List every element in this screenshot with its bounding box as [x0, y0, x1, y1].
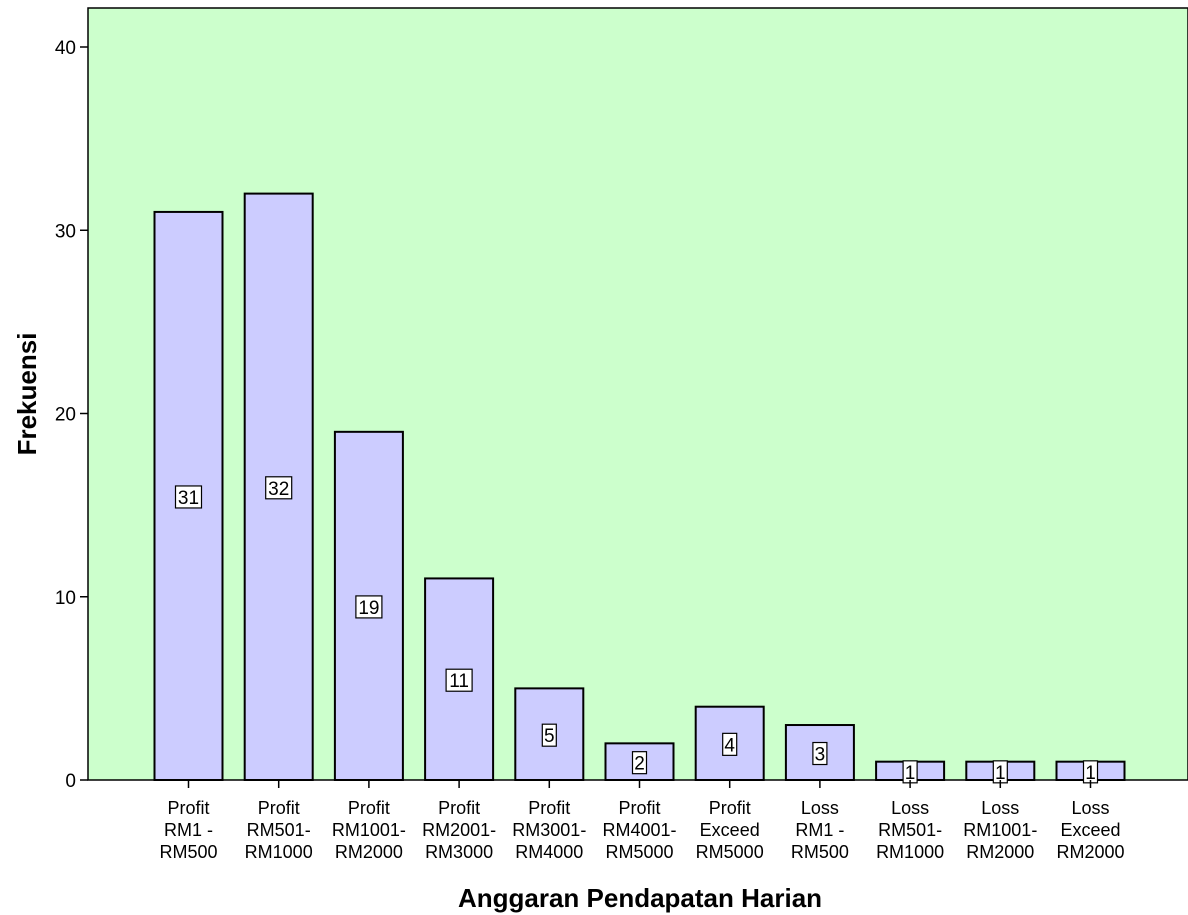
data-label: 31 [178, 488, 199, 509]
x-tick-label: RM4000 [515, 842, 583, 862]
data-label: 32 [268, 479, 289, 500]
data-label-box [722, 732, 738, 756]
x-tick-label: Loss [801, 798, 839, 818]
data-label-box [631, 751, 648, 775]
x-tick-label: RM2000 [966, 842, 1034, 862]
data-label: 1 [905, 763, 916, 784]
x-tick-label: Profit [258, 798, 300, 818]
x-tick-label: RM4001- [602, 820, 676, 840]
x-tick-label: Loss [981, 798, 1019, 818]
x-tick-label: Profit [618, 798, 660, 818]
y-tick-label: 0 [65, 771, 76, 792]
x-tick-label: RM3000 [425, 842, 493, 862]
data-label: 2 [634, 754, 645, 775]
x-tick-label: RM1000 [245, 842, 313, 862]
x-tick-label: Loss [891, 798, 929, 818]
data-label: 11 [449, 671, 469, 692]
data-label-box [812, 741, 828, 766]
x-tick-label: RM500 [159, 842, 217, 862]
x-tick-label: Loss [1071, 798, 1109, 818]
data-label: 5 [544, 726, 555, 747]
data-label: 4 [724, 735, 735, 756]
x-tick-label: RM1000 [876, 842, 944, 862]
data-label: 3 [815, 745, 826, 766]
x-tick-label: Exceed [1060, 820, 1120, 840]
data-label-box [445, 668, 473, 692]
data-label-box [355, 595, 383, 619]
x-tick-label: RM1 - [164, 820, 213, 840]
y-tick-label: 40 [55, 38, 76, 59]
x-tick-label: Profit [709, 798, 751, 818]
data-label-box [174, 485, 203, 509]
x-tick-label: RM500 [791, 842, 849, 862]
x-tick-label: RM5000 [696, 842, 764, 862]
x-tick-label: Profit [438, 798, 480, 818]
data-label: 19 [358, 598, 379, 619]
y-tick-label: 10 [55, 588, 76, 609]
y-axis: 0 10 20 30 40 [55, 38, 88, 792]
y-tick-label: 30 [55, 221, 76, 242]
x-tick-label: RM2000 [335, 842, 403, 862]
x-tick-label: RM501- [878, 820, 942, 840]
x-tick-label: Exceed [700, 820, 760, 840]
x-tick-label: Profit [348, 798, 390, 818]
x-tick-label: RM1 - [795, 820, 844, 840]
x-tick-label: RM501- [247, 820, 311, 840]
x-tick-label: Profit [167, 798, 209, 818]
x-tick-label: RM1001- [332, 820, 406, 840]
x-tick-label: RM3001- [512, 820, 586, 840]
data-label: 1 [1085, 763, 1096, 784]
x-axis-title: Anggaran Pendapatan Harian [458, 883, 822, 913]
data-label: 1 [995, 763, 1006, 784]
y-tick-label: 20 [55, 405, 76, 426]
x-tick-label: Profit [528, 798, 570, 818]
x-tick-label: RM2000 [1056, 842, 1124, 862]
data-label-box [541, 723, 557, 747]
x-tick-label: RM1001- [963, 820, 1037, 840]
x-tick-label: RM5000 [605, 842, 673, 862]
data-label-box [265, 476, 293, 500]
y-axis-title: Frekuensi [12, 333, 42, 456]
x-tick-label: RM2001- [422, 820, 496, 840]
